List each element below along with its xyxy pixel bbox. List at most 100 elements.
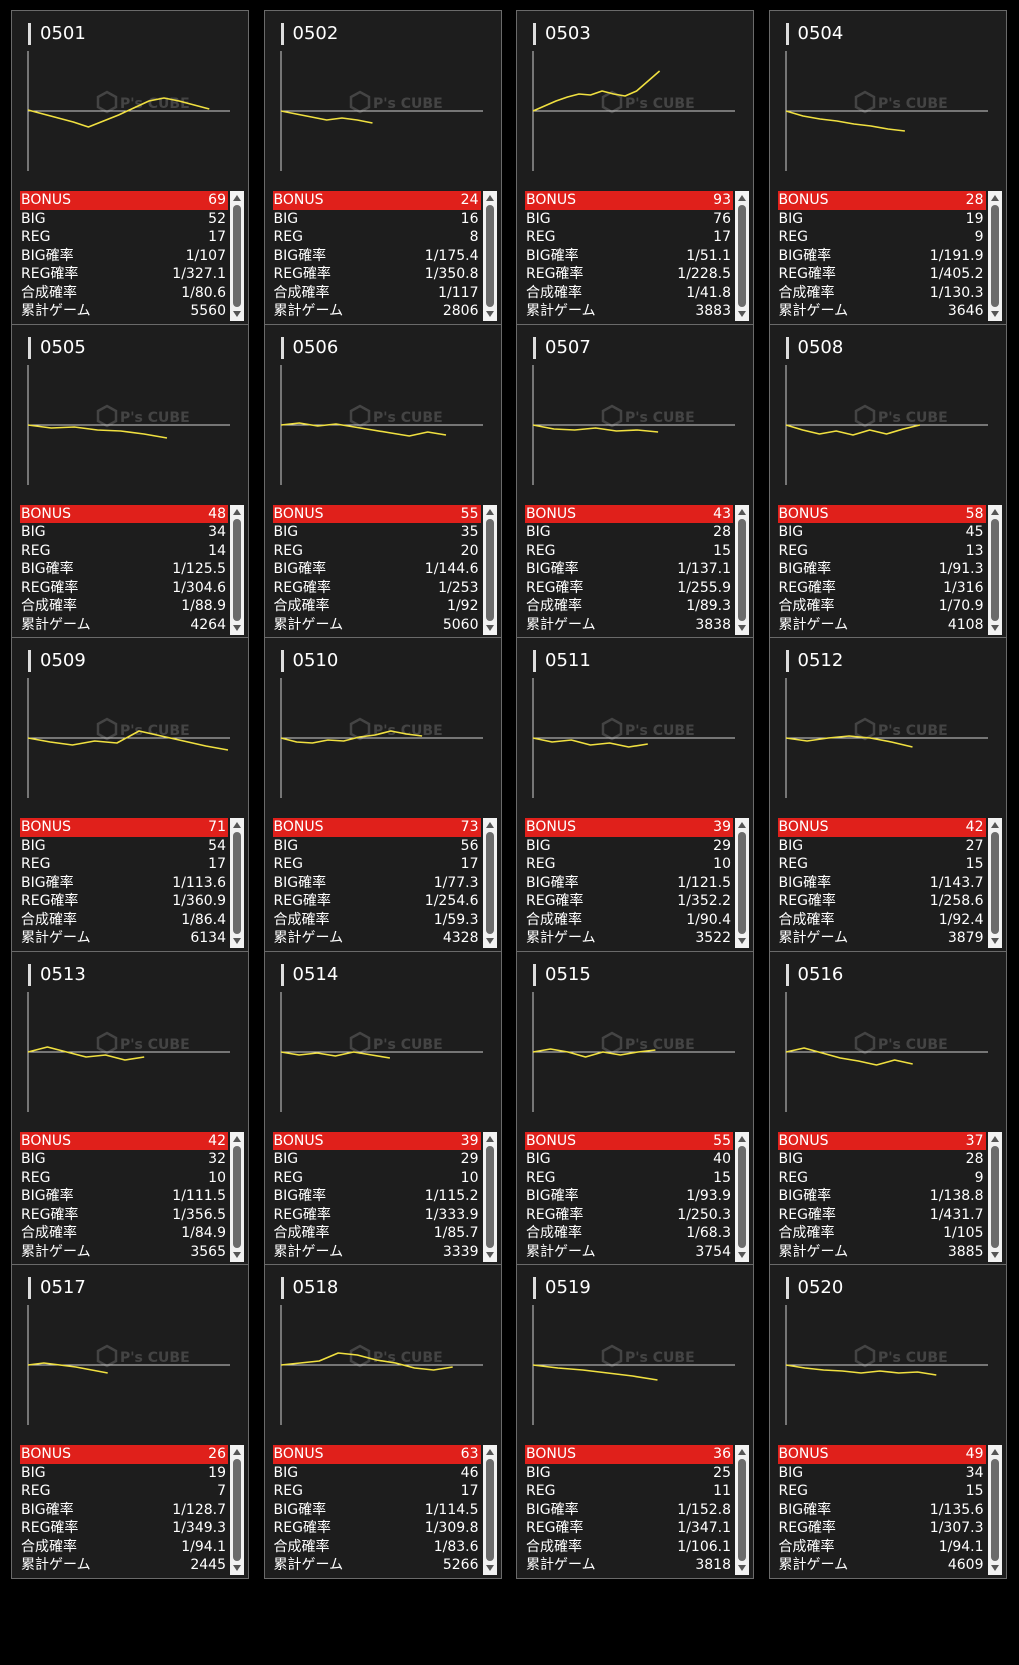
scroll-thumb[interactable]	[233, 832, 241, 934]
machine-card[interactable]: 0520 P's CUBE BONUS 49 BIG 34 REG 15 BIG確率 1/135.…	[768, 1264, 1007, 1579]
stats-scrollbar[interactable]	[482, 504, 497, 635]
machine-card[interactable]: 0519 P's CUBE BONUS 36 BIG 25 REG 11 BIG確率 1/152.…	[516, 1264, 754, 1579]
scroll-thumb[interactable]	[233, 1459, 241, 1561]
stats-scrollbar[interactable]	[735, 818, 749, 948]
stats-scrollbar[interactable]	[987, 818, 1002, 948]
stats-scrollbar[interactable]	[230, 191, 244, 321]
scroll-thumb[interactable]	[990, 832, 999, 934]
machine-card[interactable]: 0517 P's CUBE BONUS 26 BIG 19 REG 7 BIG確率 1/128.7…	[11, 1264, 249, 1579]
scroll-up-arrow-icon[interactable]	[738, 508, 746, 515]
machine-card[interactable]: 0501 P's CUBE BONUS 69 BIG 52 REG 17 BIG確率 1/107 R…	[11, 10, 249, 325]
scroll-thumb[interactable]	[485, 205, 494, 307]
machine-card[interactable]: 0507 P's CUBE BONUS 43 BIG 28 REG 15 BIG確率 1/137.…	[516, 323, 754, 639]
machine-card[interactable]: 0511 P's CUBE BONUS 39 BIG 29 REG 10 BIG確率 1/121.…	[516, 637, 754, 952]
scroll-up-arrow-icon[interactable]	[738, 1449, 746, 1455]
stats-scrollbar[interactable]	[230, 818, 244, 948]
scroll-up-arrow-icon[interactable]	[485, 195, 494, 201]
scroll-down-arrow-icon[interactable]	[990, 311, 999, 317]
scroll-down-arrow-icon[interactable]	[233, 938, 241, 944]
stats-scrollbar[interactable]	[735, 1445, 749, 1575]
scroll-up-arrow-icon[interactable]	[990, 1449, 999, 1455]
scroll-down-arrow-icon[interactable]	[738, 1565, 746, 1571]
scroll-thumb[interactable]	[738, 832, 746, 934]
scroll-up-arrow-icon[interactable]	[485, 1135, 494, 1142]
scroll-down-arrow-icon[interactable]	[738, 624, 746, 631]
scroll-up-arrow-icon[interactable]	[233, 195, 241, 201]
stats-scrollbar[interactable]	[735, 191, 749, 321]
scroll-down-arrow-icon[interactable]	[485, 1565, 494, 1571]
scroll-up-arrow-icon[interactable]	[233, 1449, 241, 1455]
stats-scrollbar[interactable]	[735, 1131, 749, 1262]
scroll-up-arrow-icon[interactable]	[990, 1135, 999, 1142]
machine-card[interactable]: 0509 P's CUBE BONUS 71 BIG 54 REG 17 BIG確率 1/113.…	[11, 637, 249, 952]
machine-card[interactable]: 0508 P's CUBE BONUS 58 BIG 45 REG 13 BIG確率 1/91.3…	[768, 323, 1007, 639]
machine-card[interactable]: 0512 P's CUBE BONUS 42 BIG 27 REG 15 BIG確率 1/143.…	[768, 637, 1007, 952]
scroll-up-arrow-icon[interactable]	[485, 508, 494, 515]
scroll-thumb[interactable]	[485, 832, 494, 934]
scroll-thumb[interactable]	[485, 1459, 494, 1561]
stats-scrollbar[interactable]	[482, 191, 497, 321]
scroll-up-arrow-icon[interactable]	[233, 822, 241, 828]
scroll-down-arrow-icon[interactable]	[485, 624, 494, 631]
stats-scrollbar[interactable]	[987, 504, 1002, 635]
machine-card[interactable]: 0510 P's CUBE BONUS 73 BIG 56 REG 17 BIG確率 1/77.3…	[263, 637, 502, 952]
scroll-down-arrow-icon[interactable]	[738, 1251, 746, 1258]
machine-card[interactable]: 0505 P's CUBE BONUS 48 BIG 34 REG 14 BIG確率 1/125.…	[11, 323, 249, 639]
stats-scrollbar[interactable]	[482, 1445, 497, 1575]
stats-scrollbar[interactable]	[987, 1131, 1002, 1262]
scroll-thumb[interactable]	[738, 1145, 746, 1248]
stats-scrollbar[interactable]	[987, 191, 1002, 321]
scroll-down-arrow-icon[interactable]	[233, 624, 241, 631]
machine-card[interactable]: 0502 P's CUBE BONUS 24 BIG 16 REG 8 BIG確率 1/175.4…	[263, 10, 502, 325]
stats-scrollbar[interactable]	[987, 1445, 1002, 1575]
scroll-thumb[interactable]	[738, 518, 746, 621]
scroll-up-arrow-icon[interactable]	[990, 822, 999, 828]
scroll-thumb[interactable]	[233, 518, 241, 621]
scroll-thumb[interactable]	[738, 205, 746, 307]
stats-scrollbar[interactable]	[735, 504, 749, 635]
scroll-down-arrow-icon[interactable]	[990, 624, 999, 631]
scroll-thumb[interactable]	[233, 1145, 241, 1248]
scroll-down-arrow-icon[interactable]	[233, 311, 241, 317]
scroll-up-arrow-icon[interactable]	[738, 1135, 746, 1142]
scroll-thumb[interactable]	[990, 1459, 999, 1561]
scroll-down-arrow-icon[interactable]	[233, 1565, 241, 1571]
scroll-down-arrow-icon[interactable]	[990, 1251, 999, 1258]
machine-card[interactable]: 0514 P's CUBE BONUS 39 BIG 29 REG 10 BIG確率 1/115.…	[263, 950, 502, 1266]
scroll-thumb[interactable]	[990, 205, 999, 307]
scroll-thumb[interactable]	[485, 518, 494, 621]
scroll-down-arrow-icon[interactable]	[990, 1565, 999, 1571]
scroll-up-arrow-icon[interactable]	[233, 1135, 241, 1142]
machine-card[interactable]: 0513 P's CUBE BONUS 42 BIG 32 REG 10 BIG確率 1/111.…	[11, 950, 249, 1266]
machine-card[interactable]: 0518 P's CUBE BONUS 63 BIG 46 REG 17 BIG確率 1/114.…	[263, 1264, 502, 1579]
scroll-down-arrow-icon[interactable]	[485, 311, 494, 317]
scroll-up-arrow-icon[interactable]	[738, 822, 746, 828]
scroll-down-arrow-icon[interactable]	[485, 938, 494, 944]
scroll-thumb[interactable]	[990, 1145, 999, 1248]
scroll-down-arrow-icon[interactable]	[738, 938, 746, 944]
machine-card[interactable]: 0516 P's CUBE BONUS 37 BIG 28 REG 9 BIG確率 1/138.8…	[768, 950, 1007, 1266]
scroll-up-arrow-icon[interactable]	[990, 508, 999, 515]
machine-card[interactable]: 0506 P's CUBE BONUS 55 BIG 35 REG 20 BIG確率 1/144.…	[263, 323, 502, 639]
scroll-down-arrow-icon[interactable]	[233, 1251, 241, 1258]
stats-scrollbar[interactable]	[482, 818, 497, 948]
machine-card[interactable]: 0504 P's CUBE BONUS 28 BIG 19 REG 9 BIG確率 1/191.9…	[768, 10, 1007, 325]
scroll-down-arrow-icon[interactable]	[738, 311, 746, 317]
scroll-up-arrow-icon[interactable]	[738, 195, 746, 201]
scroll-down-arrow-icon[interactable]	[485, 1251, 494, 1258]
scroll-thumb[interactable]	[990, 518, 999, 621]
scroll-up-arrow-icon[interactable]	[233, 508, 241, 515]
scroll-up-arrow-icon[interactable]	[485, 822, 494, 828]
stats-scrollbar[interactable]	[230, 1445, 244, 1575]
stats-scrollbar[interactable]	[230, 504, 244, 635]
scroll-thumb[interactable]	[485, 1145, 494, 1248]
stats-scrollbar[interactable]	[230, 1131, 244, 1262]
scroll-up-arrow-icon[interactable]	[485, 1449, 494, 1455]
scroll-down-arrow-icon[interactable]	[990, 938, 999, 944]
scroll-up-arrow-icon[interactable]	[990, 195, 999, 201]
scroll-thumb[interactable]	[738, 1459, 746, 1561]
machine-card[interactable]: 0515 P's CUBE BONUS 55 BIG 40 REG 15 BIG確率 1/93.9…	[516, 950, 754, 1266]
machine-card[interactable]: 0503 P's CUBE BONUS 93 BIG 76 REG 17 BIG確率 1/51.1…	[516, 10, 754, 325]
scroll-thumb[interactable]	[233, 205, 241, 307]
stats-scrollbar[interactable]	[482, 1131, 497, 1262]
